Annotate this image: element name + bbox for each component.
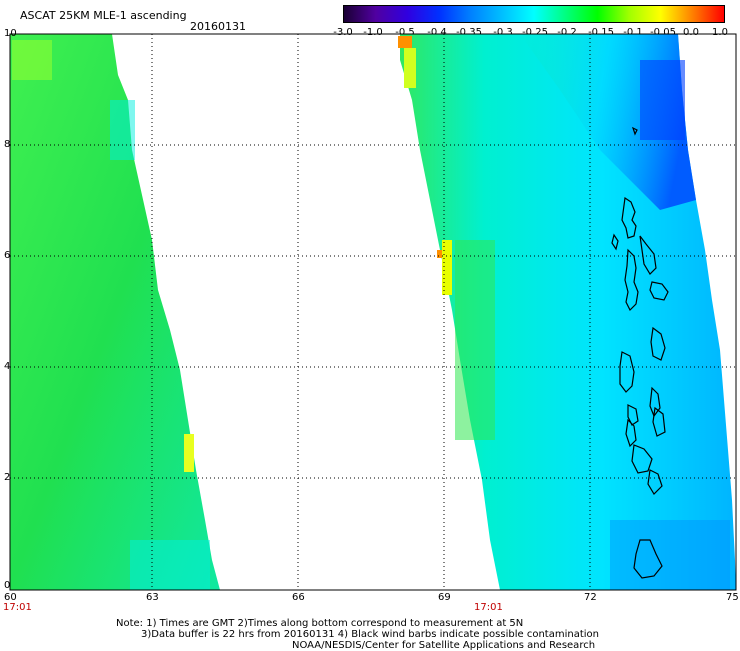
colorbar-tick-label: -0.25	[522, 27, 548, 38]
product-date: 20160131	[190, 20, 246, 33]
y-tick-label: 10	[4, 28, 17, 39]
left-swath-highlight	[12, 40, 52, 80]
colorbar-seg	[344, 6, 724, 22]
right-swath	[400, 34, 736, 590]
x-tick-label: 69	[438, 592, 451, 603]
colorbar-tick-label: -0.3	[493, 27, 513, 38]
x-tick-label: 75	[726, 592, 739, 603]
right-swath-blue-low	[610, 520, 730, 590]
note-line-1: Note: 1) Times are GMT 2)Times along bot…	[116, 618, 524, 629]
left-swath-cyan-bottom	[130, 540, 210, 590]
graticule	[10, 34, 736, 590]
y-tick-label: 6	[4, 250, 11, 261]
left-swath	[10, 34, 220, 590]
colorbar-tick-label: -0.15	[588, 27, 614, 38]
colorbar	[343, 5, 725, 23]
coastline-islands	[611, 126, 669, 579]
y-tick-label: 4	[4, 361, 11, 372]
colorbar-tick-label: -1.0	[363, 27, 383, 38]
left-swath-cyan-strip	[110, 100, 135, 160]
x-tick-label: 63	[146, 592, 159, 603]
right-swath-yellow-mid	[442, 240, 452, 295]
colorbar-tick-label: 1.0	[712, 27, 728, 38]
time-label-left: 17:01	[3, 602, 32, 613]
right-swath-blue-patch	[640, 60, 685, 140]
colorbar-tick-label: 0.0	[683, 27, 699, 38]
colorbar-tick-label: -0.35	[456, 27, 482, 38]
x-tick-label: 60	[4, 592, 17, 603]
right-swath-orange-top	[398, 36, 412, 48]
product-title: ASCAT 25KM MLE-1 ascending	[20, 9, 187, 22]
colorbar-tick-label: -3.0	[333, 27, 353, 38]
colorbar-tick-label: -0.2	[557, 27, 577, 38]
left-swath-yellow-spot	[184, 434, 194, 472]
colorbar-tick-label: -0.4	[427, 27, 447, 38]
colorbar-tick-label: -0.05	[650, 27, 676, 38]
x-tick-label: 72	[584, 592, 597, 603]
y-tick-label: 0	[4, 580, 11, 591]
y-tick-label: 8	[4, 139, 11, 150]
y-tick-label: 2	[4, 472, 11, 483]
x-tick-label: 66	[292, 592, 305, 603]
note-line-3: NOAA/NESDIS/Center for Satellite Applica…	[292, 640, 596, 651]
map-frame	[9, 33, 737, 591]
right-swath-yellow-top	[404, 48, 416, 88]
note-line-2: 3)Data buffer is 22 hrs from 20160131 4)…	[141, 629, 599, 640]
time-label-right: 17:01	[474, 602, 503, 613]
colorbar-tick-label: -0.5	[395, 27, 415, 38]
colorbar-tick-label: -0.1	[623, 27, 643, 38]
right-swath-green-strip	[455, 240, 495, 440]
